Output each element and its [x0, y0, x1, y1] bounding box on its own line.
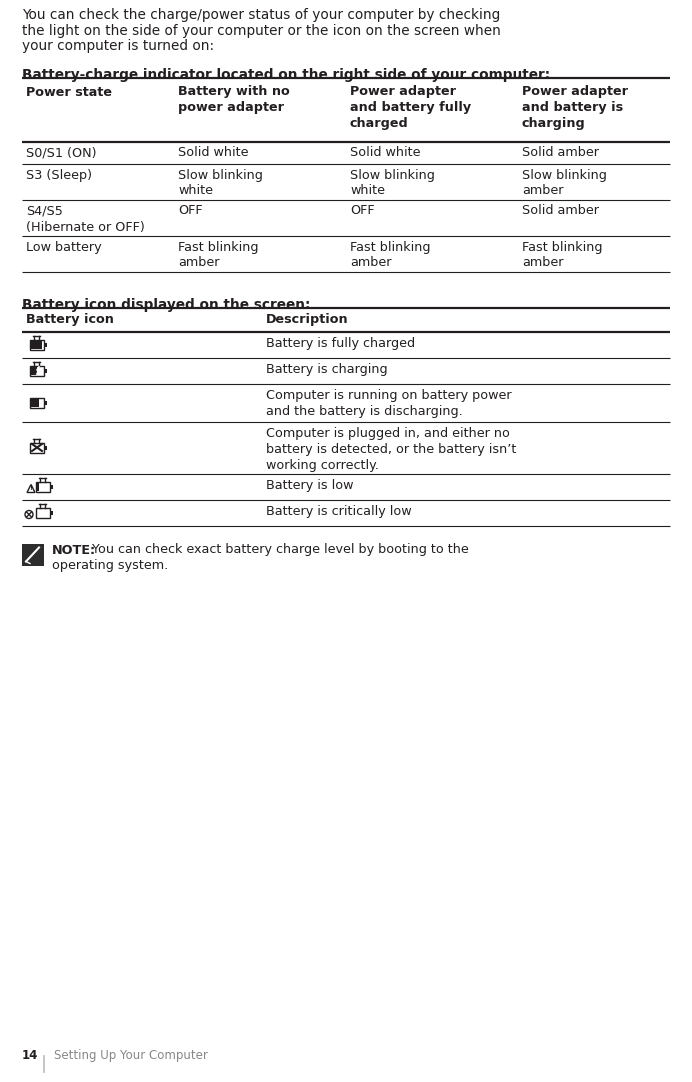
Text: Solid white: Solid white: [350, 146, 421, 159]
Text: Description: Description: [266, 314, 349, 327]
Bar: [31, 398, 39, 407]
Text: Solid amber: Solid amber: [522, 146, 599, 159]
Text: Fast blinking
amber: Fast blinking amber: [350, 240, 430, 269]
Text: Battery is charging: Battery is charging: [266, 362, 388, 375]
Text: operating system.: operating system.: [52, 558, 168, 571]
Text: the light on the side of your computer or the icon on the screen when: the light on the side of your computer o…: [22, 24, 501, 38]
Text: Battery is critically low: Battery is critically low: [266, 504, 412, 517]
Text: You can check exact battery charge level by booting to the: You can check exact battery charge level…: [88, 543, 468, 556]
Bar: [36, 481, 50, 491]
Text: OFF: OFF: [350, 204, 374, 217]
Bar: [22, 543, 44, 566]
Text: Power adapter
and battery is
charging: Power adapter and battery is charging: [522, 85, 628, 131]
Text: Computer is plugged in, and either no
battery is detected, or the battery isn’t
: Computer is plugged in, and either no ba…: [266, 426, 516, 472]
Text: Setting Up Your Computer: Setting Up Your Computer: [54, 1050, 208, 1063]
Bar: [30, 443, 44, 452]
Bar: [30, 340, 44, 349]
Text: Slow blinking
white: Slow blinking white: [178, 169, 263, 198]
Text: Power state: Power state: [26, 85, 112, 98]
Text: Battery with no
power adapter: Battery with no power adapter: [178, 85, 290, 115]
Bar: [44, 400, 46, 405]
Text: S4/S5
(Hibernate or OFF): S4/S5 (Hibernate or OFF): [26, 204, 145, 234]
Text: Battery-charge indicator located on the right side of your computer:: Battery-charge indicator located on the …: [22, 68, 550, 82]
Text: Solid amber: Solid amber: [522, 204, 599, 217]
Bar: [50, 511, 53, 515]
Bar: [30, 366, 44, 375]
Text: your computer is turned on:: your computer is turned on:: [22, 39, 214, 53]
Text: !: !: [30, 486, 33, 491]
Text: NOTE:: NOTE:: [52, 543, 96, 556]
Bar: [31, 341, 42, 348]
Text: 14: 14: [22, 1050, 38, 1063]
Text: Battery is fully charged: Battery is fully charged: [266, 337, 415, 349]
Bar: [50, 485, 53, 488]
Text: Fast blinking
amber: Fast blinking amber: [178, 240, 259, 269]
Text: Computer is running on battery power
and the battery is discharging.: Computer is running on battery power and…: [266, 388, 511, 418]
Text: Battery is low: Battery is low: [266, 478, 354, 491]
Text: Fast blinking
amber: Fast blinking amber: [522, 240, 603, 269]
Bar: [44, 343, 46, 346]
Bar: [37, 483, 39, 490]
Bar: [36, 507, 50, 517]
Text: S0/S1 (ON): S0/S1 (ON): [26, 146, 96, 159]
Text: Low battery: Low battery: [26, 240, 102, 253]
Bar: [31, 367, 37, 374]
Text: Slow blinking
white: Slow blinking white: [350, 169, 435, 198]
Text: You can check the charge/power status of your computer by checking: You can check the charge/power status of…: [22, 8, 500, 22]
Text: Battery icon displayed on the screen:: Battery icon displayed on the screen:: [22, 298, 311, 312]
Bar: [44, 369, 46, 372]
Text: Slow blinking
amber: Slow blinking amber: [522, 169, 607, 198]
Bar: [44, 446, 46, 449]
Text: Solid white: Solid white: [178, 146, 248, 159]
Text: OFF: OFF: [178, 204, 203, 217]
Text: Power adapter
and battery fully
charged: Power adapter and battery fully charged: [350, 85, 471, 131]
Text: S3 (Sleep): S3 (Sleep): [26, 169, 92, 182]
Text: Battery icon: Battery icon: [26, 314, 114, 327]
Bar: [30, 397, 44, 408]
